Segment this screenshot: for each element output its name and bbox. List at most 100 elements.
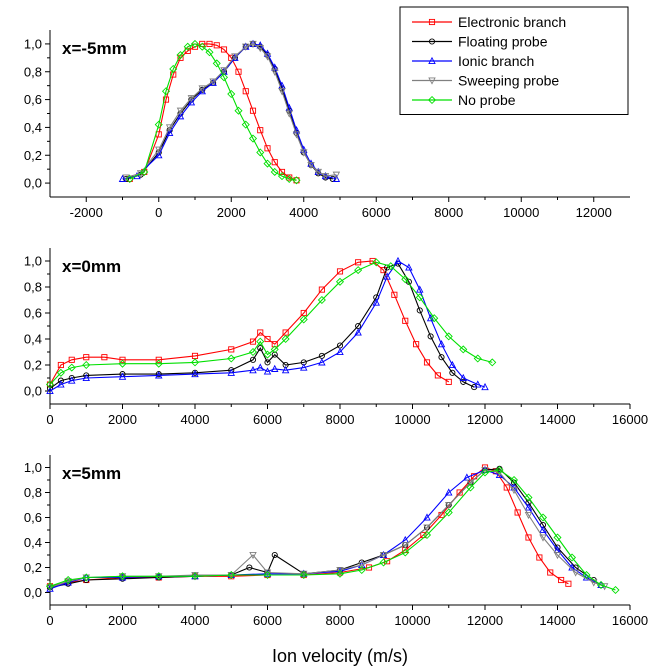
data-point: [67, 363, 76, 372]
series-floating-probe: [46, 260, 478, 392]
data-point: [536, 554, 543, 561]
y-tick-label: 0,4: [24, 535, 42, 550]
data-point: [553, 533, 562, 542]
legend-label: Sweeping probe: [458, 73, 559, 89]
data-point: [198, 87, 206, 95]
data-point: [176, 51, 185, 60]
data-point: [299, 570, 308, 580]
data-point: [165, 124, 174, 132]
data-point: [198, 85, 206, 93]
data-point: [68, 376, 76, 384]
series-ionic-branch: [46, 256, 489, 395]
data-point: [445, 378, 452, 385]
data-point: [547, 569, 554, 576]
data-point: [220, 67, 228, 75]
data-point: [231, 53, 239, 61]
data-point: [227, 570, 236, 580]
data-point: [227, 354, 236, 363]
legend-label: No probe: [458, 92, 516, 108]
x-tick-label: 14000: [539, 412, 575, 427]
data-point: [281, 366, 290, 374]
data-point: [300, 363, 308, 371]
data-point: [263, 159, 272, 168]
legend: Electronic branch Floating probe Ionic bra…: [399, 6, 629, 115]
data-point: [155, 371, 163, 379]
data-point: [249, 338, 257, 345]
data-point: [539, 534, 547, 542]
data-point: [525, 534, 532, 541]
x-tick-label: 16000: [612, 613, 648, 628]
data-point: [358, 561, 366, 570]
data-point: [242, 43, 250, 51]
legend-marker: [428, 56, 436, 65]
data-point: [365, 564, 373, 571]
x-tick-label: 2000: [217, 205, 246, 220]
x-tick-label: 8000: [434, 205, 463, 220]
data-point: [46, 386, 54, 395]
y-tick-label: 0,6: [24, 92, 42, 107]
data-point: [264, 359, 271, 366]
y-tick-label: 0,4: [24, 120, 42, 135]
data-point: [45, 582, 55, 591]
data-point: [307, 161, 315, 170]
series-line: [49, 469, 605, 589]
y-tick-label: 1,0: [24, 254, 42, 269]
data-point: [154, 359, 163, 368]
x-tick-label: 14000: [539, 613, 575, 628]
data-point: [466, 479, 475, 487]
data-point: [264, 335, 271, 343]
data-point: [394, 256, 402, 265]
series-line: [49, 469, 616, 591]
data-point: [263, 53, 272, 61]
data-point: [256, 148, 265, 157]
data-point: [596, 580, 606, 590]
data-point: [503, 484, 510, 491]
legend-label: Electronic branch: [458, 14, 566, 30]
data-point: [256, 337, 265, 346]
legend-item: No probe: [412, 92, 516, 108]
x-tick-label: 12000: [576, 205, 612, 220]
data-point: [510, 486, 518, 495]
data-point: [176, 112, 185, 120]
data-point: [190, 572, 200, 581]
data-point: [434, 372, 441, 379]
data-point: [524, 511, 533, 520]
data-point: [187, 95, 196, 103]
x-tick-label: 2000: [108, 412, 137, 427]
x-tick-label: 10000: [394, 412, 430, 427]
data-point: [278, 88, 286, 96]
data-point: [379, 558, 388, 567]
x-tick-label: 0: [155, 205, 162, 220]
legend-label: Ionic branch: [458, 53, 534, 69]
data-point: [220, 46, 228, 53]
data-point: [191, 369, 199, 378]
data-point: [83, 354, 90, 361]
data-point: [118, 372, 127, 380]
series-electronic-branch: [46, 257, 452, 388]
data-point: [249, 366, 257, 374]
data-point: [125, 174, 134, 183]
y-tick-label: 0,0: [24, 176, 42, 191]
data-point: [169, 64, 178, 74]
legend-marker: [428, 38, 436, 45]
data-point: [235, 68, 242, 75]
y-tick-label: 1,0: [24, 36, 42, 51]
y-tick-label: 0,8: [24, 280, 42, 295]
data-point: [187, 98, 196, 106]
legend-marker: [428, 18, 436, 26]
legend-label: Floating probe: [458, 34, 548, 50]
data-point: [318, 286, 325, 293]
data-point: [538, 513, 548, 522]
series-line: [49, 468, 595, 589]
data-point: [321, 173, 330, 181]
data-point: [405, 263, 413, 271]
data-point: [354, 266, 363, 275]
data-point: [118, 359, 127, 368]
data-point: [270, 167, 279, 176]
data-point: [299, 315, 308, 324]
data-point: [416, 307, 423, 314]
data-point: [391, 291, 398, 298]
data-point: [154, 572, 163, 581]
data-point: [82, 573, 91, 582]
data-point: [438, 354, 445, 361]
